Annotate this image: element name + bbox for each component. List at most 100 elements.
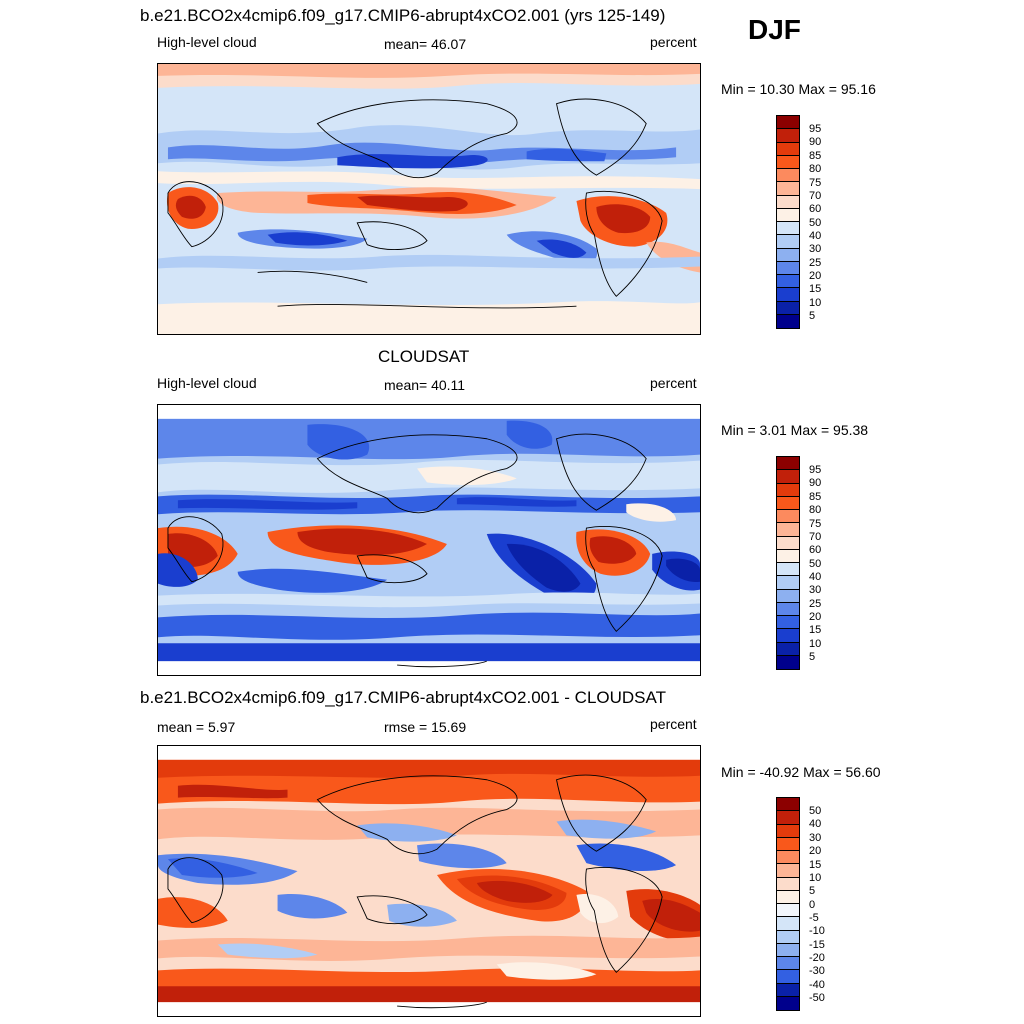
colorbar-swatch [777,222,799,236]
colorbar-tick: 70 [809,190,822,202]
colorbar-swatch [777,549,799,563]
colorbar-swatch [777,169,799,183]
colorbar-swatch [777,301,799,315]
colorbar-tick: 80 [809,163,822,175]
panel-2-title: CLOUDSAT [378,347,470,366]
colorbar-tick: -10 [809,925,825,937]
colorbar-tick: -40 [809,979,825,991]
panel-2-units-label: percent [650,375,697,391]
colorbar-swatch [777,904,799,918]
colorbar-tick: 5 [809,885,816,897]
colorbar-swatch [777,851,799,865]
colorbar-swatch [777,943,799,957]
colorbar-tick: 20 [809,845,822,857]
colorbar-swatch [777,602,799,616]
colorbar-tick: 90 [809,477,822,489]
colorbar-swatch [777,523,799,537]
colorbar-swatch [777,288,799,302]
colorbar-swatch [777,116,799,130]
colorbar-swatch [777,983,799,997]
colorbar-swatch [777,235,799,249]
panel-1-units-label: percent [650,34,697,50]
panel-3-title: b.e21.BCO2x4cmip6.f09_g17.CMIP6-abrupt4x… [140,688,666,707]
colorbar-swatch [777,536,799,550]
colorbar-swatch [777,616,799,630]
colorbar-tick: 15 [809,859,822,871]
colorbar-tick: 30 [809,243,822,255]
colorbar-swatch [777,470,799,484]
colorbar-tick: 95 [809,464,822,476]
colorbar-swatch [777,798,799,812]
colorbar-swatch [777,483,799,497]
colorbar-swatch [777,129,799,143]
panel-2-colorbar [776,456,800,670]
colorbar-tick: 5 [809,651,816,663]
panel-1-title: b.e21.BCO2x4cmip6.f09_g17.CMIP6-abrupt4x… [140,6,666,25]
colorbar-tick: 40 [809,571,822,583]
colorbar-swatch [777,195,799,209]
colorbar-tick: 85 [809,150,822,162]
colorbar-tick: 40 [809,818,822,830]
panel-2-map [157,404,701,676]
colorbar-tick: 40 [809,230,822,242]
season-label: DJF [748,14,801,45]
panel-2-minmax: Min = 3.01 Max = 95.38 [721,422,869,438]
colorbar-tick: 10 [809,638,822,650]
panel-3-mean-label: mean = 5.97 [157,719,236,735]
colorbar-tick: 70 [809,531,822,543]
colorbar-tick: 60 [809,203,822,215]
colorbar-swatch [777,275,799,289]
colorbar-tick: 15 [809,624,822,636]
colorbar-tick: 50 [809,805,822,817]
colorbar-tick: 30 [809,584,822,596]
panel-3-units-label: percent [650,716,697,732]
colorbar-swatch [777,563,799,577]
panel-1-variable-label: High-level cloud [157,34,257,50]
colorbar-swatch [777,957,799,971]
colorbar-swatch [777,496,799,510]
colorbar-swatch [777,314,799,328]
colorbar-tick: 20 [809,270,822,282]
colorbar-tick: -30 [809,965,825,977]
panel-2-mean-label: mean= 40.11 [384,377,466,393]
colorbar-tick: 10 [809,297,822,309]
panel-3-rmse-label: rmse = 15.69 [384,719,467,735]
colorbar-tick: 90 [809,136,822,148]
panel-3-minmax: Min = -40.92 Max = 56.60 [721,764,881,780]
colorbar-swatch [777,930,799,944]
colorbar-tick: 75 [809,177,822,189]
colorbar-swatch [777,917,799,931]
colorbar-tick: -15 [809,939,825,951]
colorbar-tick: 20 [809,611,822,623]
colorbar-tick: 50 [809,558,822,570]
colorbar-tick: 0 [809,899,816,911]
colorbar-tick: -5 [809,912,819,924]
colorbar-swatch [777,877,799,891]
colorbar-swatch [777,155,799,169]
colorbar-tick: 10 [809,872,822,884]
colorbar-swatch [777,864,799,878]
colorbar-swatch [777,589,799,603]
colorbar-swatch [777,261,799,275]
colorbar-tick: 80 [809,504,822,516]
panel-1-mean-label: mean= 46.07 [384,36,467,52]
colorbar-tick: 50 [809,217,822,229]
colorbar-swatch [777,837,799,851]
colorbar-tick: 75 [809,518,822,530]
colorbar-tick: 60 [809,544,822,556]
colorbar-tick: 85 [809,491,822,503]
panel-1-map [157,63,701,335]
colorbar-swatch [777,811,799,825]
colorbar-swatch [777,996,799,1010]
panel-1-colorbar [776,115,800,329]
colorbar-swatch [777,629,799,643]
colorbar-tick: 95 [809,123,822,135]
colorbar-swatch [777,142,799,156]
colorbar-tick: 30 [809,832,822,844]
colorbar-tick: -20 [809,952,825,964]
panel-2-variable-label: High-level cloud [157,375,257,391]
colorbar-tick: -50 [809,992,825,1004]
colorbar-tick: 5 [809,310,816,322]
colorbar-tick: 15 [809,283,822,295]
panel-3-colorbar [776,797,800,1011]
